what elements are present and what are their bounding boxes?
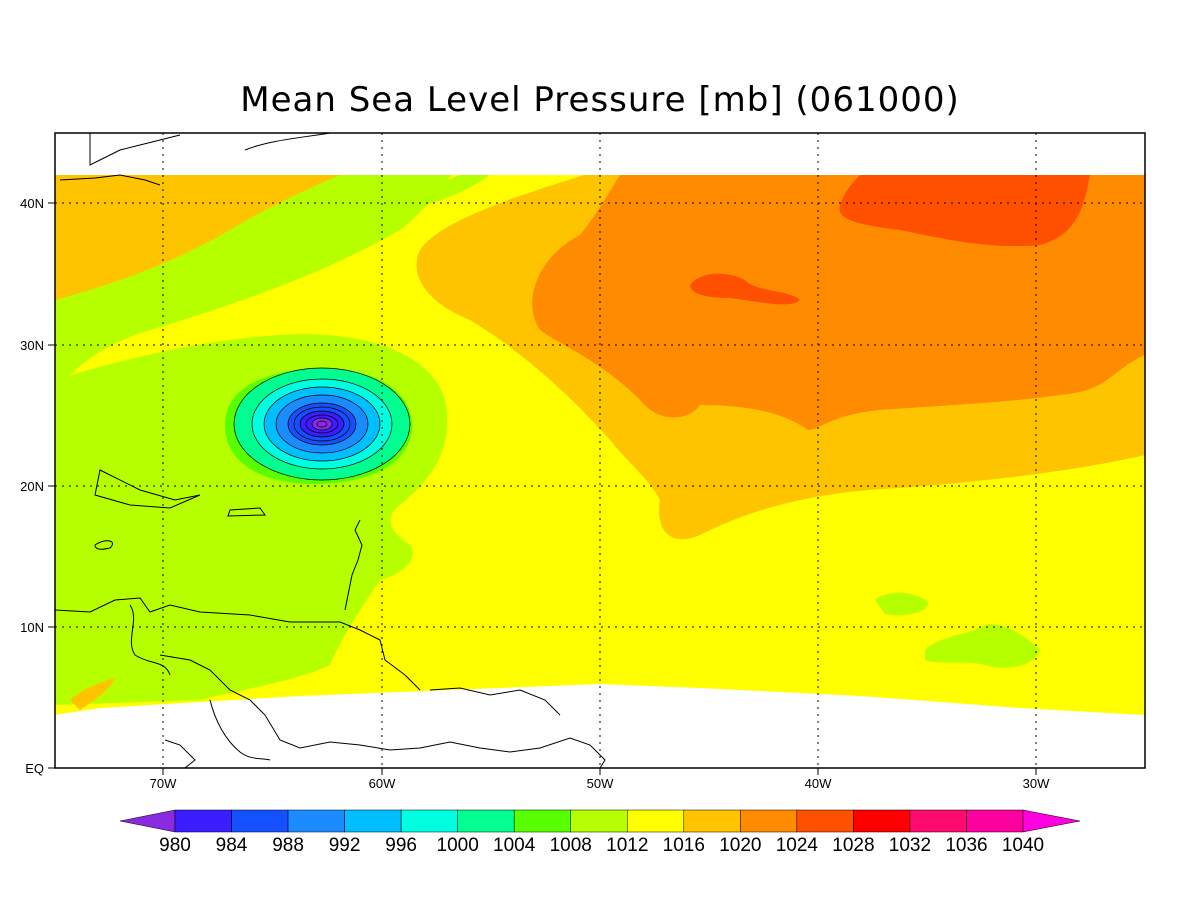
band-1028-small	[690, 273, 800, 305]
coastlines	[55, 133, 606, 768]
band-1012-north	[405, 175, 495, 207]
colorbar-box	[457, 809, 515, 833]
band-1012-east-small	[875, 592, 929, 616]
band-1012-east	[925, 624, 1040, 668]
colorbar-label: 1004	[493, 835, 536, 856]
colorbar-box	[740, 809, 798, 833]
axis-ticks	[48, 202, 1037, 775]
pressure-field	[55, 133, 1145, 768]
lon-label: 70W	[150, 776, 177, 791]
colorbar-box	[570, 809, 628, 833]
colorbar-label: 984	[216, 835, 248, 856]
colorbar-label: 1020	[719, 835, 761, 856]
colorbar-box	[174, 809, 232, 833]
colorbar: 980 984 988 992 996 1000 1004 1008 1012 1016 1020 1…	[119, 809, 1081, 856]
longitude-labels: 70W 60W 50W 40W 30W	[150, 776, 1050, 791]
colorbar-label: 1012	[606, 835, 648, 856]
colorbar-label: 1000	[437, 835, 479, 856]
band-1020-southwest	[70, 678, 115, 710]
ring-980	[312, 418, 332, 430]
latitude-labels: 40N 30N 20N 10N EQ	[20, 196, 44, 776]
lat-label: 10N	[20, 620, 44, 635]
lat-label: EQ	[25, 761, 44, 776]
graticule	[55, 133, 1145, 768]
colorbar-box	[796, 809, 854, 833]
colorbar-box	[344, 809, 402, 833]
band-1028-north	[839, 175, 1090, 247]
colorbar-label: 1040	[1002, 835, 1044, 856]
colorbar-label: 1016	[663, 835, 705, 856]
colorbar-label: 996	[385, 835, 417, 856]
colorbar-label: 1024	[776, 835, 819, 856]
colorbar-box	[287, 809, 345, 833]
lat-label: 40N	[20, 196, 44, 211]
lon-label: 60W	[369, 776, 396, 791]
colorbar-box	[627, 809, 685, 833]
contour-lines	[233, 367, 411, 481]
map-title: Mean Sea Level Pressure [mb] (061000)	[240, 80, 960, 120]
colorbar-label: 1008	[550, 835, 592, 856]
lat-label: 30N	[20, 338, 44, 353]
colorbar-box	[231, 809, 289, 833]
colorbar-box	[683, 809, 741, 833]
colorbar-arrow-low	[119, 809, 176, 833]
lon-label: 30W	[1023, 776, 1050, 791]
colorbar-box	[909, 809, 967, 833]
lat-label: 20N	[20, 479, 44, 494]
colorbar-label: 992	[329, 835, 361, 856]
colorbar-label: 1028	[832, 835, 874, 856]
colorbar-box	[853, 809, 911, 833]
colorbar-arrow-high	[1022, 809, 1081, 833]
colorbar-box	[513, 809, 571, 833]
band-1020-northwest	[55, 175, 350, 300]
lon-label: 40W	[805, 776, 832, 791]
colorbar-label: 980	[159, 835, 191, 856]
colorbar-box	[400, 809, 458, 833]
lon-label: 50W	[587, 776, 614, 791]
colorbar-box	[966, 809, 1024, 833]
low-pressure-center	[234, 368, 410, 480]
colorbar-label: 988	[272, 835, 304, 856]
colorbar-label: 1032	[889, 835, 931, 856]
colorbar-label: 1036	[945, 835, 987, 856]
